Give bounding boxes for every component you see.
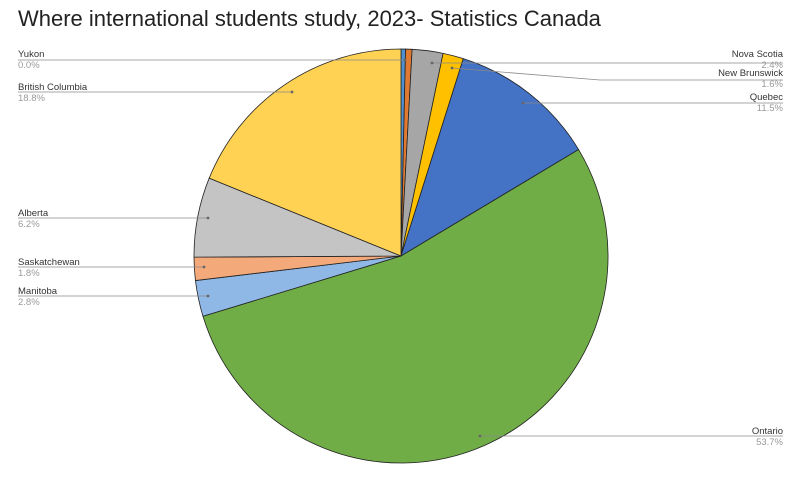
pie-slice-ontario bbox=[202, 149, 609, 464]
slice-percent-alberta: 6.2% bbox=[18, 219, 40, 230]
slice-label-quebec: Quebec bbox=[750, 92, 784, 103]
slice-percent-ontario: 53.7% bbox=[756, 437, 783, 448]
slice-percent-manitoba: 2.8% bbox=[18, 297, 40, 308]
slice-percent-nova-scotia: 2.4% bbox=[761, 60, 783, 71]
leader-dot-saskatchewan bbox=[202, 265, 206, 269]
leader-dot-nova-scotia bbox=[430, 61, 434, 65]
pie-slices bbox=[193, 48, 609, 464]
slice-label-manitoba: Manitoba bbox=[18, 286, 58, 297]
slice-label-nova-scotia: Nova Scotia bbox=[732, 49, 784, 60]
slice-label-yukon: Yukon bbox=[18, 49, 44, 60]
chart-title: Where international students study, 2023… bbox=[18, 6, 601, 31]
slice-percent-yukon: 0.0% bbox=[18, 60, 40, 71]
leader-dot-new-brunswick bbox=[450, 66, 454, 70]
slice-label-ontario: Ontario bbox=[752, 426, 783, 437]
slice-label-british-columbia: British Columbia bbox=[18, 82, 88, 93]
pie-slice-quebec bbox=[400, 58, 580, 257]
leader-dot-quebec bbox=[521, 101, 525, 105]
slice-percent-british-columbia: 18.8% bbox=[18, 93, 45, 104]
leader-line-new-brunswick bbox=[451, 67, 783, 81]
leader-dot-alberta bbox=[206, 216, 210, 220]
slice-percent-quebec: 11.5% bbox=[757, 103, 784, 114]
slice-percent-new-brunswick: 1.6% bbox=[761, 79, 783, 90]
leader-dot-ontario bbox=[478, 434, 482, 438]
slice-label-new-brunswick: New Brunswick bbox=[718, 68, 783, 79]
pie-slice-british-columbia bbox=[208, 48, 402, 257]
slice-label-alberta: Alberta bbox=[18, 208, 49, 219]
leader-dot-manitoba bbox=[206, 294, 210, 298]
leader-dot-yukon bbox=[403, 58, 407, 62]
leader-dot-british-columbia bbox=[290, 90, 294, 94]
slice-label-saskatchewan: Saskatchewan bbox=[18, 257, 80, 268]
slice-percent-saskatchewan: 1.8% bbox=[18, 268, 40, 279]
